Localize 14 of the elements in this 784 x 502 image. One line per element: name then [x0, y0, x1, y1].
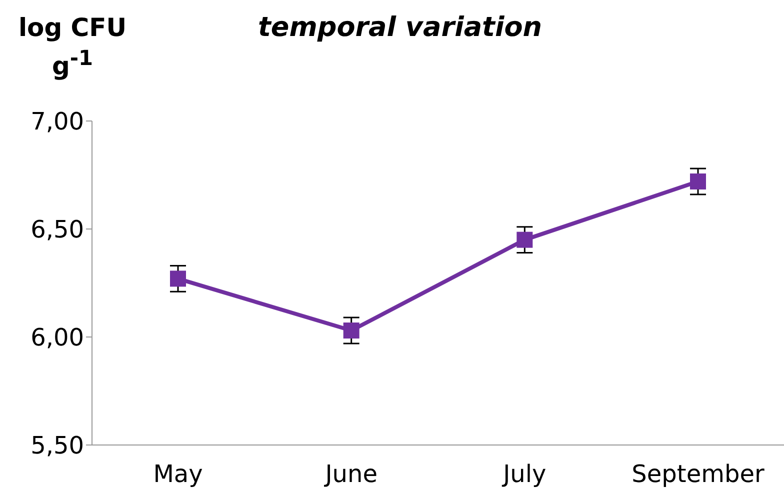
x-tick-label: May: [153, 460, 203, 488]
x-tick-label: June: [323, 460, 378, 488]
x-tick-label: September: [632, 460, 764, 488]
y-tick-label: 6,00: [30, 324, 84, 352]
y-tick-label: 6,50: [30, 216, 84, 244]
y-tick-label: 7,00: [30, 108, 84, 136]
chart-title: temporal variation: [257, 12, 543, 43]
point: [343, 322, 360, 339]
y-tick-label: 5,50: [30, 432, 84, 460]
point: [170, 270, 186, 287]
x-tick-label: July: [501, 460, 546, 488]
point: [690, 173, 706, 190]
point: [516, 232, 533, 248]
y-axis-title: log CFU g$^{-1}$: [17, 12, 128, 82]
